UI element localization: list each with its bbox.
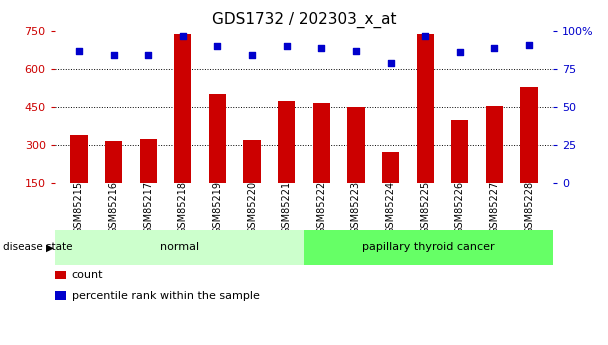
Point xyxy=(489,45,499,50)
Bar xyxy=(278,101,295,221)
Bar xyxy=(382,152,399,221)
Bar xyxy=(140,139,157,221)
Point xyxy=(213,43,223,49)
Text: ▶: ▶ xyxy=(46,243,54,252)
Point xyxy=(247,52,257,58)
Text: GSM85225: GSM85225 xyxy=(420,180,430,234)
Text: GSM85220: GSM85220 xyxy=(247,180,257,234)
Bar xyxy=(451,120,468,221)
Bar xyxy=(347,107,365,221)
Point xyxy=(420,33,430,38)
Bar xyxy=(416,33,434,221)
Text: GSM85226: GSM85226 xyxy=(455,180,465,234)
Bar xyxy=(174,33,192,221)
Text: GSM85228: GSM85228 xyxy=(524,180,534,234)
Text: GSM85216: GSM85216 xyxy=(109,180,119,234)
Bar xyxy=(520,87,537,221)
Text: GSM85219: GSM85219 xyxy=(212,180,223,234)
Point xyxy=(109,52,119,58)
Text: GSM85224: GSM85224 xyxy=(385,180,396,234)
Point xyxy=(455,50,465,55)
Point xyxy=(143,52,153,58)
Point xyxy=(316,45,326,50)
Text: GSM85215: GSM85215 xyxy=(74,180,84,234)
Bar xyxy=(304,230,553,265)
Bar xyxy=(486,106,503,221)
Point xyxy=(282,43,292,49)
Text: percentile rank within the sample: percentile rank within the sample xyxy=(72,291,260,300)
Text: papillary thyroid cancer: papillary thyroid cancer xyxy=(362,243,495,252)
Bar xyxy=(71,135,88,221)
Bar xyxy=(55,230,304,265)
Bar xyxy=(313,103,330,221)
Point xyxy=(351,48,361,53)
Bar xyxy=(105,141,122,221)
Text: GSM85218: GSM85218 xyxy=(178,180,188,234)
Point xyxy=(524,42,534,48)
Point xyxy=(74,48,84,53)
Text: GSM85223: GSM85223 xyxy=(351,180,361,234)
Text: disease state: disease state xyxy=(3,243,72,252)
Bar xyxy=(209,94,226,221)
Point xyxy=(385,60,395,66)
Text: GSM85227: GSM85227 xyxy=(489,180,499,234)
Text: GSM85217: GSM85217 xyxy=(143,180,153,234)
Title: GDS1732 / 202303_x_at: GDS1732 / 202303_x_at xyxy=(212,12,396,28)
Bar xyxy=(243,140,261,221)
Text: GSM85222: GSM85222 xyxy=(316,180,326,234)
Text: count: count xyxy=(72,270,103,280)
Point xyxy=(178,33,188,38)
Text: GSM85221: GSM85221 xyxy=(282,180,292,234)
Text: normal: normal xyxy=(160,243,199,252)
